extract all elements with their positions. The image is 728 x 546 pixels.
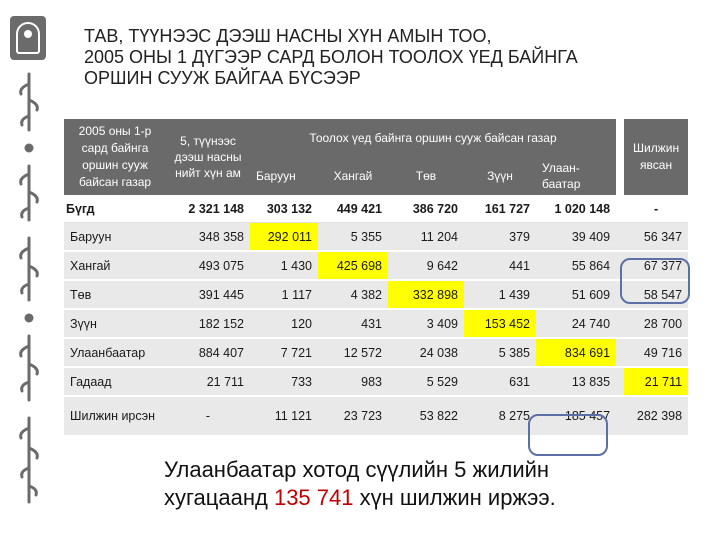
table-cell: 386 720 bbox=[388, 195, 464, 223]
table-cell: 983 bbox=[318, 368, 388, 397]
title-line-2: 2005 ОНЫ 1 ДҮГЭЭР САРД БОЛОН ТООЛОХ ҮЕД … bbox=[84, 47, 578, 67]
row-label: Зүүн bbox=[64, 310, 166, 339]
table-cell: 11 204 bbox=[388, 223, 464, 252]
table-cell: 161 727 bbox=[464, 195, 536, 223]
table-cell: 55 864 bbox=[536, 252, 617, 281]
table-cell: 431 bbox=[318, 310, 388, 339]
header-ulaanbaatar: Улаан-баатар bbox=[536, 157, 617, 195]
table-cell: 2 321 148 bbox=[166, 195, 250, 223]
table-cell-highlight: 834 691 bbox=[536, 339, 617, 368]
table-row: Шилжин ирсэн - 11 121 23 723 53 822 8 27… bbox=[64, 397, 689, 437]
header-migrated: Шилжин явсан bbox=[624, 119, 689, 195]
table-cell: 3 409 bbox=[388, 310, 464, 339]
table-cell: 348 358 bbox=[166, 223, 250, 252]
header-census-group: Тоолох үед байнга оршин сууж байсан газа… bbox=[250, 119, 617, 157]
table-cell: 449 421 bbox=[318, 195, 388, 223]
migration-table: 2005 оны 1-р сард байнга оршин сууж байс… bbox=[64, 119, 689, 437]
table-cell: 1 430 bbox=[250, 252, 318, 281]
table-cell: 11 121 bbox=[250, 397, 318, 437]
table-cell: - bbox=[624, 195, 689, 223]
table-cell: 391 445 bbox=[166, 281, 250, 310]
table-row: Зүүн 182 152 120 431 3 409 153 452 24 74… bbox=[64, 310, 689, 339]
row-label: Бүгд bbox=[64, 195, 166, 223]
row-label: Гадаад bbox=[64, 368, 166, 397]
table-cell: 12 572 bbox=[318, 339, 388, 368]
table-cell: 1 117 bbox=[250, 281, 318, 310]
caption-prefix: хугацаанд bbox=[164, 485, 274, 510]
highlight-circle-ub-inmigration bbox=[528, 414, 608, 456]
table-cell: 1 439 bbox=[464, 281, 536, 310]
table-cell: 1 020 148 bbox=[536, 195, 617, 223]
table-cell: 631 bbox=[464, 368, 536, 397]
header-region: 2005 оны 1-р сард байнга оршин сууж байс… bbox=[64, 119, 166, 195]
table-cell: 5 355 bbox=[318, 223, 388, 252]
table-cell: 23 723 bbox=[318, 397, 388, 437]
table-cell: 24 038 bbox=[388, 339, 464, 368]
highlight-circle-khangai-migrated bbox=[620, 258, 690, 304]
table-cell: 493 075 bbox=[166, 252, 250, 281]
title-line-3: ОРШИН СУУЖ БАЙГАА БҮСЭЭР bbox=[84, 68, 361, 88]
table-cell: 9 642 bbox=[388, 252, 464, 281]
row-label: Баруун bbox=[64, 223, 166, 252]
migration-table-container: 2005 оны 1-р сард байнга оршин сууж байс… bbox=[64, 119, 689, 437]
table-cell: 49 716 bbox=[624, 339, 689, 368]
table-cell-highlight: 425 698 bbox=[318, 252, 388, 281]
table-cell: 13 835 bbox=[536, 368, 617, 397]
table-cell: 733 bbox=[250, 368, 318, 397]
row-label: Улаанбаатар bbox=[64, 339, 166, 368]
table-cell: 5 529 bbox=[388, 368, 464, 397]
table-cell-highlight: 332 898 bbox=[388, 281, 464, 310]
table-cell: 884 407 bbox=[166, 339, 250, 368]
side-decoration bbox=[0, 0, 58, 546]
table-cell: 5 385 bbox=[464, 339, 536, 368]
table-cell: 441 bbox=[464, 252, 536, 281]
table-row: Төв 391 445 1 117 4 382 332 898 1 439 51… bbox=[64, 281, 689, 310]
table-row: Баруун 348 358 292 011 5 355 11 204 379 … bbox=[64, 223, 689, 252]
header-khangai: Хангай bbox=[318, 157, 388, 195]
summary-caption: Улаанбаатар хотод сүүлийн 5 жилийн хугац… bbox=[164, 456, 704, 512]
table-cell: 4 382 bbox=[318, 281, 388, 310]
table-cell: 24 740 bbox=[536, 310, 617, 339]
row-label: Төв bbox=[64, 281, 166, 310]
header-east: Зүүн bbox=[464, 157, 536, 195]
table-cell: 185 457 bbox=[536, 397, 617, 437]
table-cell: 28 700 bbox=[624, 310, 689, 339]
table-cell: 182 152 bbox=[166, 310, 250, 339]
row-label: Хангай bbox=[64, 252, 166, 281]
table-cell: - bbox=[166, 397, 250, 437]
table-cell: 53 822 bbox=[388, 397, 464, 437]
table-cell: 7 721 bbox=[250, 339, 318, 368]
table-row: Гадаад 21 711 733 983 5 529 631 13 835 2… bbox=[64, 368, 689, 397]
table-cell: 51 609 bbox=[536, 281, 617, 310]
table-cell: 303 132 bbox=[250, 195, 318, 223]
table-cell-highlight: 292 011 bbox=[250, 223, 318, 252]
slide-title: ТАВ, ТҮҮНЭЭС ДЭЭШ НАСНЫ ХҮН АМЫН ТОО, 20… bbox=[84, 26, 704, 89]
table-cell: 8 275 bbox=[464, 397, 536, 437]
caption-highlight-number: 135 741 bbox=[273, 485, 354, 510]
caption-line-1: Улаанбаатар хотод сүүлийн 5 жилийн bbox=[164, 457, 550, 482]
title-line-1: ТАВ, ТҮҮНЭЭС ДЭЭШ НАСНЫ ХҮН АМЫН ТОО, bbox=[84, 26, 492, 46]
header-total-pop: 5, түүнээс дээш насны нийт хүн ам bbox=[166, 119, 250, 195]
table-row-total: Бүгд 2 321 148 303 132 449 421 386 720 1… bbox=[64, 195, 689, 223]
caption-line-2: хугацаанд 135 741 хүн шилжин иржээ. bbox=[164, 484, 704, 512]
table-cell: 56 347 bbox=[624, 223, 689, 252]
table-cell: 39 409 bbox=[536, 223, 617, 252]
row-label: Шилжин ирсэн bbox=[64, 397, 166, 437]
mongolian-script-decoration bbox=[12, 70, 46, 510]
table-cell-highlight: 21 711 bbox=[624, 368, 689, 397]
header-central: Төв bbox=[388, 157, 464, 195]
table-cell-highlight: 153 452 bbox=[464, 310, 536, 339]
table-row: Улаанбаатар 884 407 7 721 12 572 24 038 … bbox=[64, 339, 689, 368]
caption-suffix: хүн шилжин иржээ. bbox=[353, 485, 556, 510]
table-cell: 67 377 bbox=[624, 252, 689, 281]
table-cell: 282 398 bbox=[624, 397, 689, 437]
header-west: Баруун bbox=[250, 157, 318, 195]
table-cell: 21 711 bbox=[166, 368, 250, 397]
table-row: Хангай 493 075 1 430 425 698 9 642 441 5… bbox=[64, 252, 689, 281]
table-cell: 120 bbox=[250, 310, 318, 339]
table-cell: 379 bbox=[464, 223, 536, 252]
table-cell: 58 547 bbox=[624, 281, 689, 310]
state-emblem-icon bbox=[10, 16, 46, 60]
